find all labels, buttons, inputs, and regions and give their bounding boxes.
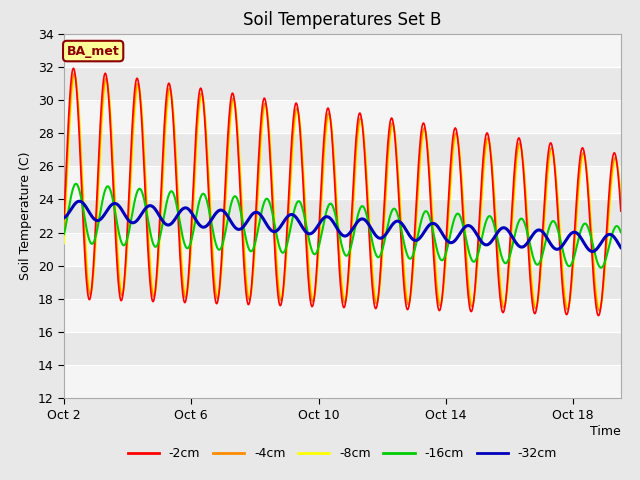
Bar: [64, 100, 621, 133]
Bar: [64, 233, 621, 266]
Legend: -2cm, -4cm, -8cm, -16cm, -32cm: -2cm, -4cm, -8cm, -16cm, -32cm: [123, 442, 562, 465]
Bar: [64, 166, 621, 199]
Bar: [64, 133, 621, 166]
Bar: [64, 34, 621, 67]
Bar: [64, 266, 621, 299]
Y-axis label: Soil Temperature (C): Soil Temperature (C): [19, 152, 32, 280]
Title: Soil Temperatures Set B: Soil Temperatures Set B: [243, 11, 442, 29]
Text: BA_met: BA_met: [67, 45, 120, 58]
X-axis label: Time: Time: [590, 425, 621, 438]
Bar: [64, 67, 621, 100]
Bar: [64, 299, 621, 332]
Bar: [64, 365, 621, 398]
Bar: [64, 199, 621, 233]
Bar: [64, 332, 621, 365]
